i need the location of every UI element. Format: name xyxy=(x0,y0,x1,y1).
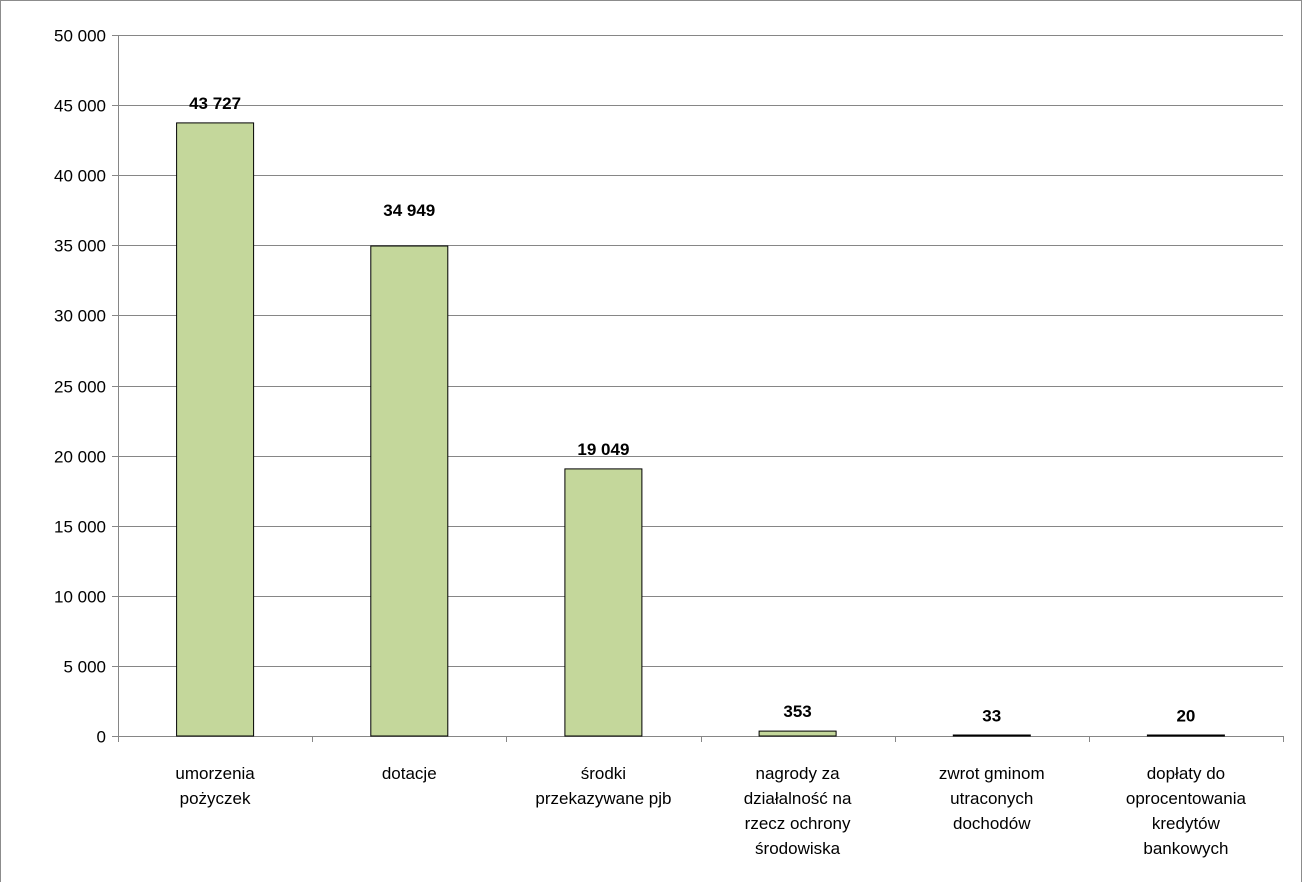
y-tick-label: 20 000 xyxy=(54,448,106,467)
y-tick-label: 40 000 xyxy=(54,167,106,186)
data-label: 34 949 xyxy=(383,201,435,220)
category-label: utraconych xyxy=(950,789,1033,808)
data-label: 20 xyxy=(1176,707,1195,726)
data-label: 353 xyxy=(783,702,811,721)
bar xyxy=(370,245,449,737)
category-label: środki xyxy=(581,764,626,783)
y-tick-label: 30 000 xyxy=(54,307,106,326)
y-tick-label: 45 000 xyxy=(54,97,106,116)
y-tick-label: 10 000 xyxy=(54,588,106,607)
labels: 0 5 000 10 000 15 000 20 000 25 000 30 000 35 0… xyxy=(54,27,1246,859)
bar xyxy=(758,730,837,737)
category-label: zwrot gminom xyxy=(939,764,1045,783)
data-label: 19 049 xyxy=(577,440,629,459)
bar xyxy=(564,468,643,737)
bars xyxy=(176,122,1225,737)
bar xyxy=(952,734,1031,737)
bar xyxy=(176,122,255,737)
data-label: 43 727 xyxy=(189,94,241,113)
category-label: dochodów xyxy=(953,814,1031,833)
category-label: umorzenia xyxy=(175,764,255,783)
y-tick-label: 50 000 xyxy=(54,27,106,46)
category-label: nagrody za xyxy=(756,764,841,783)
data-label: 33 xyxy=(982,707,1001,726)
y-tick-label: 35 000 xyxy=(54,237,106,256)
bar xyxy=(1146,734,1225,737)
y-tick-label: 15 000 xyxy=(54,518,106,537)
category-label: dotacje xyxy=(382,764,437,783)
category-label: rzecz ochrony xyxy=(745,814,851,833)
category-label: pożyczek xyxy=(180,789,251,808)
category-label: przekazywane pjb xyxy=(535,789,671,808)
category-label: bankowych xyxy=(1143,839,1228,858)
category-label: dopłaty do xyxy=(1147,764,1225,783)
gridlines xyxy=(118,35,1283,667)
axes xyxy=(112,35,1284,742)
category-label: działalność na xyxy=(744,789,852,808)
category-label: środowiska xyxy=(755,839,841,858)
category-label: kredytów xyxy=(1152,814,1221,833)
y-tick-label: 0 xyxy=(97,728,106,747)
y-tick-label: 5 000 xyxy=(63,658,106,677)
y-tick-label: 25 000 xyxy=(54,378,106,397)
category-label: oprocentowania xyxy=(1126,789,1247,808)
